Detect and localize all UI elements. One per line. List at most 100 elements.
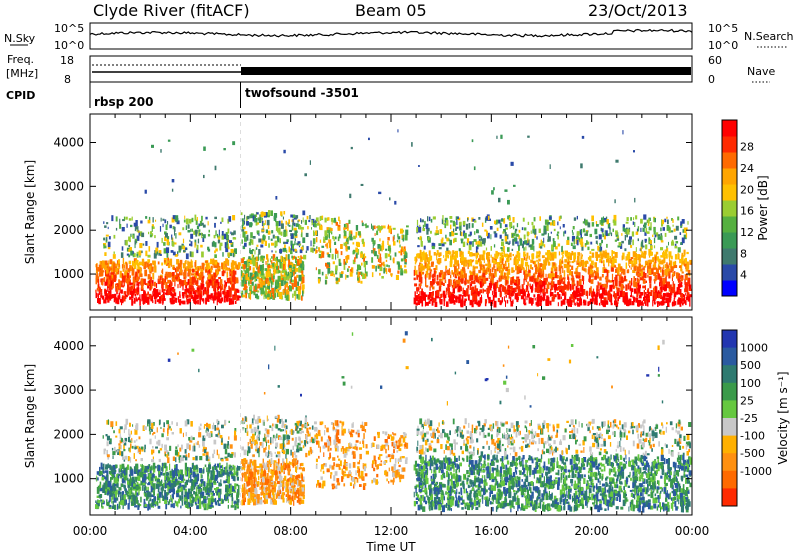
power-cell	[454, 286, 457, 289]
power-cell	[443, 297, 446, 302]
power-cell	[282, 258, 285, 262]
power-cell	[639, 301, 642, 306]
power-cell	[531, 284, 534, 291]
power-cell	[162, 289, 166, 292]
power-cell	[378, 248, 380, 255]
power-cell	[148, 231, 150, 235]
power-cell	[661, 286, 663, 293]
power-cell	[250, 232, 253, 238]
power-cell	[273, 216, 277, 221]
power-cell	[524, 273, 528, 280]
power-cell	[257, 273, 260, 277]
power-cell	[206, 298, 210, 302]
power-cell	[623, 280, 625, 283]
power-cell	[253, 214, 257, 217]
power-cell	[99, 289, 103, 292]
power-cell	[653, 231, 656, 235]
power-cell	[185, 247, 187, 250]
velocity-cell	[167, 501, 170, 506]
power-cell	[462, 251, 464, 257]
power-ytick-label: 1000	[53, 267, 84, 281]
power-cell	[646, 294, 650, 299]
power-cell	[278, 282, 282, 289]
power-cell	[657, 258, 661, 262]
power-cell	[462, 220, 466, 226]
power-cell	[445, 265, 448, 270]
power-cell	[608, 279, 610, 283]
power-cell	[371, 272, 374, 278]
velocity-cell	[227, 496, 229, 500]
power-cell	[484, 229, 487, 232]
power-cell	[400, 268, 403, 273]
power-cell	[273, 275, 275, 279]
power-cell	[249, 272, 253, 278]
power-cell	[623, 286, 625, 289]
power-cell	[597, 254, 601, 258]
power-cell	[269, 277, 272, 282]
power-cell	[137, 263, 140, 270]
power-cell	[328, 239, 332, 244]
power-cell	[664, 288, 667, 291]
power-cell	[262, 223, 265, 226]
power-cell	[96, 263, 98, 271]
power-cell	[345, 259, 348, 264]
power-cell	[148, 216, 151, 221]
power-cell	[650, 222, 652, 228]
velocity-cell	[218, 503, 221, 506]
power-cell	[475, 288, 479, 293]
power-cell	[657, 234, 661, 237]
power-cell	[425, 301, 429, 306]
power-cell	[466, 241, 469, 246]
power-cell	[406, 225, 409, 228]
power-cell	[356, 272, 359, 275]
power-cell	[280, 211, 283, 216]
power-cell	[522, 288, 525, 295]
power-cell	[660, 247, 664, 251]
power-cell	[136, 291, 139, 295]
power-cell	[499, 222, 502, 229]
power-cell	[673, 272, 676, 277]
power-cell	[400, 228, 404, 234]
power-cell	[622, 226, 625, 232]
power-cell	[289, 229, 292, 232]
power-cell	[452, 250, 454, 258]
power-cell	[589, 264, 591, 270]
power-cell	[171, 301, 175, 304]
power-cell	[283, 149, 286, 154]
power-cell	[447, 254, 450, 259]
power-cell	[389, 249, 391, 254]
power-cell	[324, 235, 328, 241]
power-cell	[572, 226, 575, 230]
velocity-cell	[230, 493, 233, 498]
power-cell	[578, 289, 581, 295]
velocity-cell	[207, 468, 211, 472]
power-cell	[448, 298, 451, 302]
power-cell	[672, 219, 674, 223]
power-cell	[668, 227, 671, 233]
power-cell	[552, 262, 556, 267]
power-cell	[667, 219, 669, 225]
power-cell	[521, 284, 524, 292]
power-cell	[263, 294, 265, 300]
power-cell	[331, 219, 333, 225]
power-cell	[560, 296, 562, 300]
power-cell	[175, 276, 178, 280]
power-cell	[562, 224, 565, 228]
power-cell	[387, 245, 391, 252]
power-cell	[653, 262, 657, 268]
power-cell	[647, 274, 649, 278]
power-cell	[128, 260, 132, 265]
power-cell	[286, 294, 289, 301]
velocity-cell	[208, 502, 212, 509]
power-cell	[473, 166, 476, 171]
power-cell	[563, 270, 566, 277]
power-cell	[504, 224, 508, 228]
power-cell	[116, 271, 119, 275]
power-cell	[248, 242, 251, 246]
power-cell	[136, 228, 138, 232]
power-cell	[138, 269, 140, 274]
power-cell	[210, 258, 213, 264]
power-cell	[599, 276, 602, 281]
power-cell	[289, 286, 292, 292]
power-cell	[427, 237, 429, 241]
